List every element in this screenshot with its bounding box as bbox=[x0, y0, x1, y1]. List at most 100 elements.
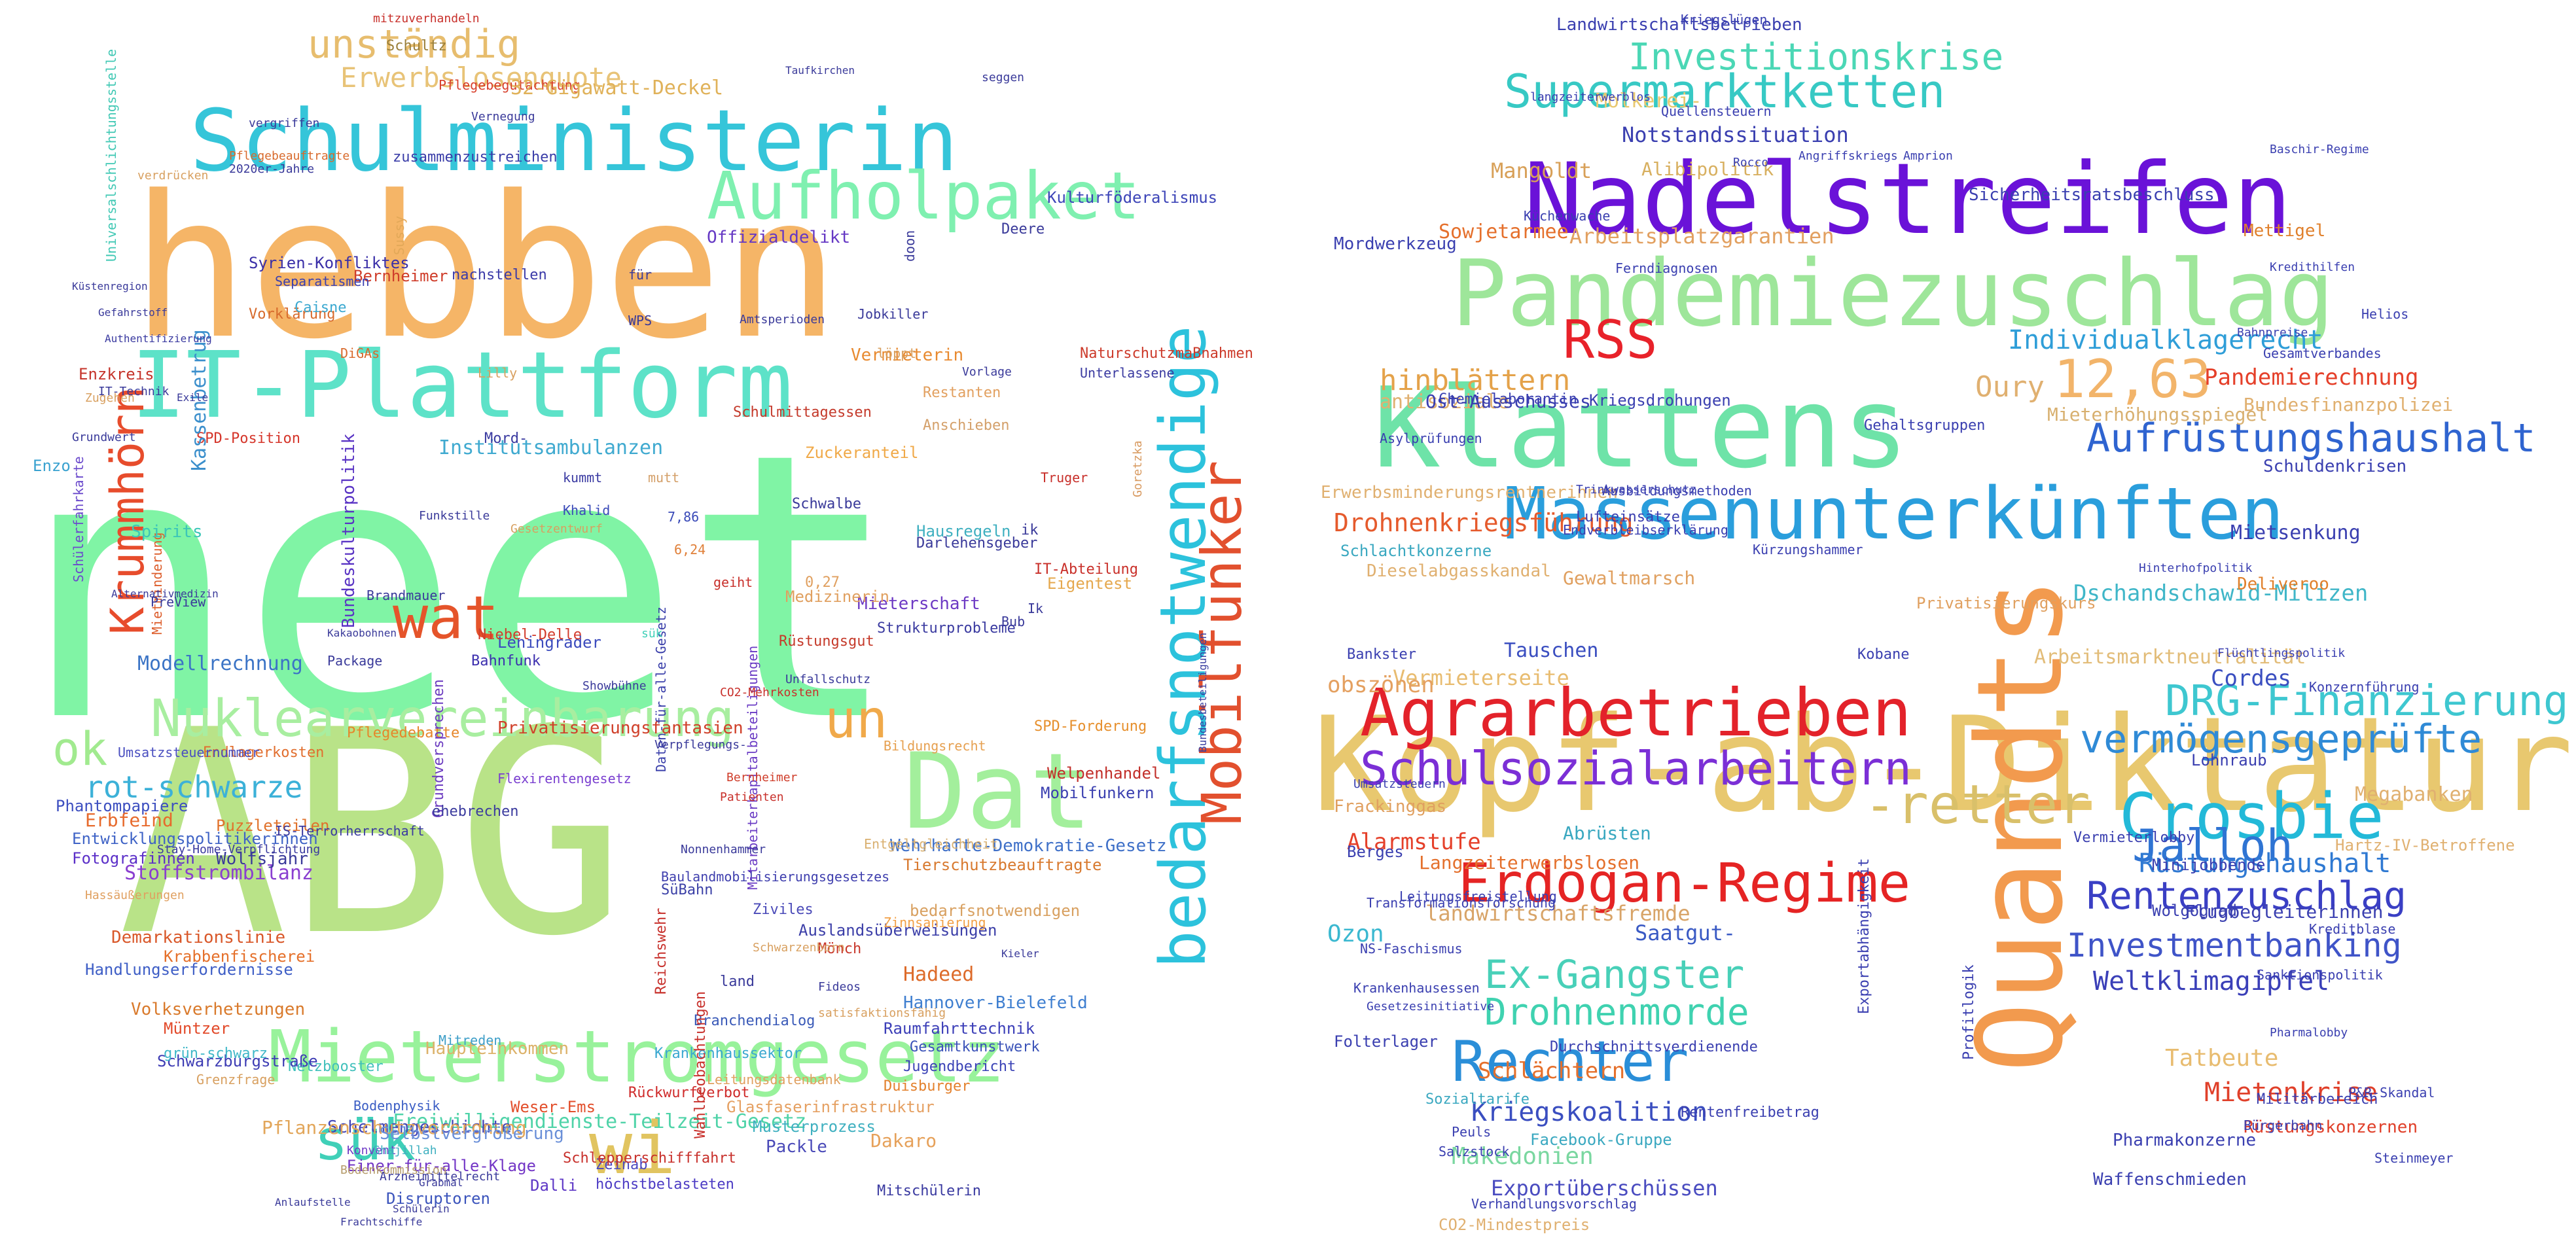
word-branchendialog: Branchendialog bbox=[694, 1013, 815, 1029]
word-satisfaktionsfaehig: satisfaktionsfähig bbox=[818, 1006, 946, 1020]
word-arbeitsmarktneutralitaet: Arbeitsmarktneutralität bbox=[2034, 646, 2306, 669]
word-kakaobohnen: Kakaobohnen bbox=[327, 627, 397, 639]
word-kulturfoederalismus: Kulturföderalismus bbox=[1047, 188, 1218, 207]
word-32-gigawatt-deckel: 32-Gigawatt-Deckel bbox=[510, 77, 724, 99]
word-pflegedebatte: Pflegedebatte bbox=[347, 725, 460, 741]
word-sanktionspolitik: Sanktionspolitik bbox=[2257, 967, 2383, 983]
word-pflegebeauftragte: Pflegebeauftragte bbox=[229, 149, 350, 163]
word-netzbooster: Netzbooster bbox=[288, 1059, 384, 1075]
word-wehrhafte-demokratie-gesetz: Wehrhafte-Demokratie-Gesetz bbox=[890, 836, 1167, 856]
word-spd-forderung: SPD-Forderung bbox=[1034, 718, 1147, 735]
word-durchschnittsverdienende: Durchschnittsverdienende bbox=[1550, 1039, 1758, 1055]
word-schwarzburgstrasse: Schwarzburgstraße bbox=[157, 1052, 318, 1070]
word-zinnsanierung: Zinnsanierung bbox=[884, 915, 986, 930]
word-drg-finanzierung: DRG-Finanzierung bbox=[2165, 677, 2569, 726]
word-wps: WPS bbox=[628, 313, 653, 328]
word-sowjetarmee: Sowjetarmee bbox=[1439, 220, 1569, 243]
word-ozon: Ozon bbox=[1327, 921, 1384, 947]
word-bedarfsnotwendigen: bedarfsnotwendigen bbox=[910, 902, 1081, 920]
word-funkstille: Funkstille bbox=[419, 509, 490, 523]
word-12-63: 12,63 bbox=[2054, 349, 2211, 410]
word-schulsozialarbeitern: Schulsozialarbeitern bbox=[1360, 742, 1912, 796]
word-hannover-bielefeld: Hannover-Bielefeld bbox=[903, 993, 1088, 1013]
word-zuckeranteil: Zuckeranteil bbox=[805, 444, 919, 462]
word-peuls: Peuls bbox=[1452, 1124, 1492, 1140]
word-crosbie: Crosbie bbox=[2119, 780, 2384, 853]
word-hebben: hebben bbox=[131, 154, 840, 382]
word-ns-faschismus: NS-Faschismus bbox=[1360, 941, 1463, 957]
word-mangoldt: Mangoldt bbox=[1491, 158, 1592, 183]
word-nuklearvereinbarung: Nuklearvereinbarung bbox=[151, 690, 735, 748]
word-kriegsluegen: Kriegslügen bbox=[1681, 12, 1768, 27]
word-antisoziale: antisoziale bbox=[1380, 391, 1510, 413]
word-endverbleibserklaerung: Endverbleibserklärung bbox=[1563, 522, 1728, 538]
word-gesamtverbandes: Gesamtverbandes bbox=[2263, 345, 2382, 361]
word-grenzfrage: Grenzfrage bbox=[196, 1072, 276, 1087]
word-einer-fuer-alle-klage: Einer-für-alle-Klage bbox=[347, 1157, 536, 1175]
word-volksverhetzungen: Volksverhetzungen bbox=[131, 1000, 306, 1019]
word-suek: sük bbox=[314, 1108, 416, 1173]
word-unterlassene: Unterlassene bbox=[1080, 365, 1175, 381]
word-tatbeute: Tatbeute bbox=[2165, 1045, 2279, 1072]
word-institutsambulanzen: Institutsambulanzen bbox=[438, 436, 664, 459]
word-privatisierungsfantasien: Privatisierungsfantasien bbox=[497, 718, 743, 738]
word-stoffstrombilanz: Stoffstrombilanz bbox=[124, 862, 313, 885]
word-haupteinkommen: Haupteinkommen bbox=[425, 1039, 569, 1059]
word-kuechenwache: Küchenwache bbox=[1524, 208, 1611, 224]
word-land: land bbox=[720, 974, 755, 990]
word-bundeskulturpolitik: Bundeskulturpolitik bbox=[339, 433, 359, 628]
word-mobilfunkern: Mobilfunkern bbox=[1041, 784, 1154, 802]
word-sozialtarife: Sozialtarife bbox=[1425, 1091, 1530, 1108]
word-landwirtschaftsfremde: landwirtschaftsfremde bbox=[1425, 901, 1690, 926]
word-molkerei: Molkerei- bbox=[1596, 90, 1702, 113]
word-hoechstbelasteten: höchstbelasteten bbox=[596, 1176, 734, 1193]
word-berges: Berges bbox=[1347, 843, 1404, 861]
word-bernheimer: Bernheimer bbox=[353, 267, 448, 285]
word-mietminderung: Mietminderung bbox=[149, 532, 165, 635]
word-mitreden: Mitreden bbox=[438, 1032, 502, 1048]
word-modellrechnung: Modellrechnung bbox=[137, 652, 303, 675]
word-grabmal: Grabmal bbox=[419, 1176, 463, 1189]
word-dakaro: Dakaro bbox=[870, 1130, 937, 1152]
word-pandemierechnung: Pandemierechnung bbox=[2204, 364, 2419, 391]
word-verdruecken: verdrücken bbox=[137, 169, 209, 183]
word-welpenhandel: Welpenhandel bbox=[1047, 764, 1161, 783]
word-lufteinsaetze: Lufteinsätze bbox=[1576, 509, 1680, 525]
word-schlaechtern: Schlächtern bbox=[1478, 1058, 1626, 1084]
word-vermieterseite: Vermieterseite bbox=[1393, 665, 1569, 690]
word-kreditblase: Kreditblase bbox=[2309, 921, 2396, 937]
word-drohnenkriegsfuehrung: Drohnenkriegsführung bbox=[1334, 508, 1634, 537]
word-schlachtkonzerne: Schlachtkonzerne bbox=[1340, 542, 1492, 560]
word-kredithilfen: Kredithilfen bbox=[2270, 260, 2355, 274]
word-patienten: Patienten bbox=[720, 790, 784, 804]
word-rueckwurfverbot: Rückwurfverbot bbox=[628, 1085, 750, 1101]
word-ik: ik bbox=[1021, 522, 1039, 538]
word-fotografinnen: Fotografinnen bbox=[72, 849, 195, 868]
word-rentenfreibetrag: Rentenfreibetrag bbox=[1681, 1104, 1819, 1121]
word-schuelerin: Schülerin bbox=[393, 1203, 450, 1215]
word-rocco: Rocco bbox=[1733, 156, 1769, 169]
word-bildungsrecht: Bildungsrecht bbox=[884, 738, 986, 754]
word-syrien-konfliktes: Syrien-Konfliktes bbox=[249, 254, 410, 272]
word-deere: Deere bbox=[1001, 221, 1045, 237]
word-it-plattform: IT-Plattform bbox=[131, 332, 793, 439]
word-vernegung: Vernegung bbox=[471, 110, 535, 124]
word-kopf-ab-diktatur: Kopf-ab-Diktatur bbox=[1312, 689, 2573, 841]
word-enzkreis: Enzkreis bbox=[79, 365, 154, 383]
word-restanten: Restanten bbox=[923, 385, 1001, 401]
word-obszoenen: obszönen bbox=[1327, 672, 1435, 698]
word-supermarktketten: Supermarktketten bbox=[1504, 65, 1946, 118]
word-gesamtkunstwerk: Gesamtkunstwerk bbox=[910, 1039, 1040, 1055]
word-gehaltsgruppen: Gehaltsgruppen bbox=[1864, 417, 1986, 434]
word-investmentbanking: Investmentbanking bbox=[2067, 926, 2402, 964]
word-rechter: Rechter bbox=[1452, 1029, 1689, 1095]
word-schlepperschifffahrt: Schlepperschifffahrt bbox=[563, 1150, 736, 1167]
word-landwirtschaftsbetrieben: Landwirtschaftsbetrieben bbox=[1556, 15, 1802, 35]
word-ausbildungsmethoden: Ausbildungsmethoden bbox=[1602, 483, 1752, 499]
word-dat: Dat bbox=[903, 730, 1092, 853]
word-ferndiagnosen: Ferndiagnosen bbox=[1615, 260, 1718, 276]
word-rentenzuschlag: Rentenzuschlag bbox=[2086, 873, 2406, 918]
word-suebahn: SüBahn bbox=[661, 882, 713, 898]
word-vermieterin: Vermieterin bbox=[851, 345, 964, 365]
